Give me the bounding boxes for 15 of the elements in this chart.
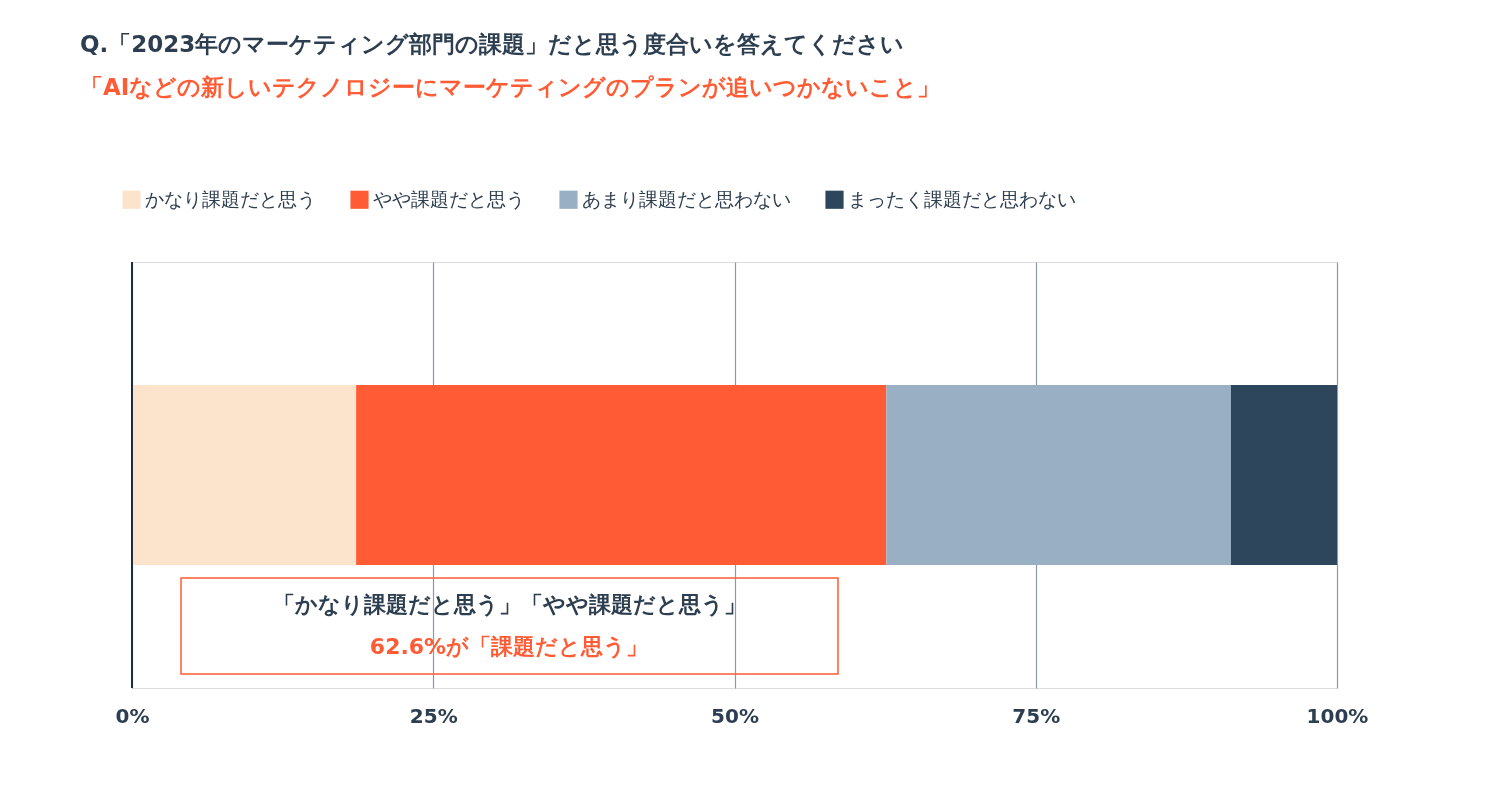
chart-title: Q.「2023年のマーケティング部門の課題」だと思う度合いを答えてください (80, 31, 905, 57)
chart-subtitle: 「AIなどの新しいテクノロジーにマーケティングのプランが追いつかないこと」 (80, 74, 941, 100)
x-tick-label: 100% (1306, 703, 1369, 728)
bar (1230, 385, 1337, 565)
legend-label: あまり課題だと思わない (582, 187, 791, 210)
bar (356, 385, 887, 565)
legend-label: やや課題だと思う (373, 187, 525, 210)
x-tick-label: 25% (409, 703, 458, 728)
x-tick-label: 0% (115, 703, 150, 728)
x-tick-label: 50% (711, 703, 759, 728)
legend-label: かなり課題だと思う (145, 187, 316, 210)
bar (886, 385, 1231, 565)
bar (132, 385, 357, 565)
legend-label: まったく課題だと思わない (848, 187, 1076, 210)
x-tick-label: 75% (1012, 703, 1061, 728)
